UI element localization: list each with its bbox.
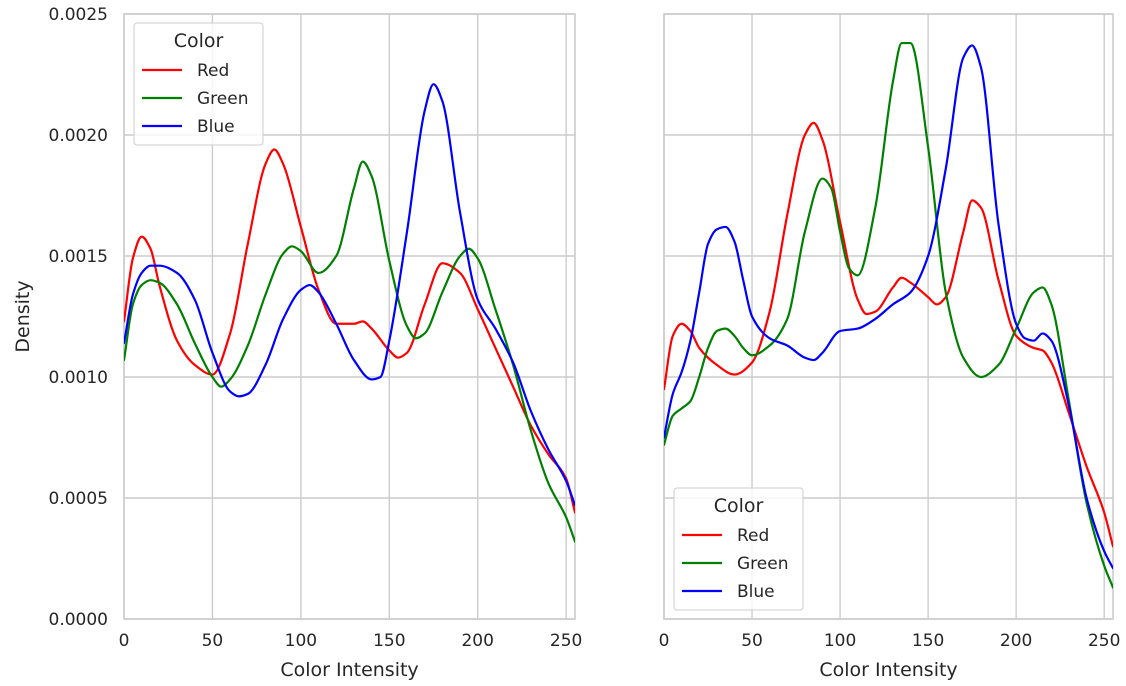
y-axis-label: Density	[12, 280, 34, 352]
right-density-plot: 0 50 100 150 200 250 Color Intensity Color Red Gr…	[659, 13, 1120, 681]
x-axis-label: Color Intensity	[280, 659, 418, 681]
legend-title: Color	[174, 30, 224, 52]
x-tick-label: 50	[202, 631, 224, 651]
legend-label-red: Red	[737, 526, 769, 546]
x-axis-label: Color Intensity	[819, 659, 957, 681]
y-tick-label: 0.0005	[49, 489, 108, 509]
x-tick-label: 100	[824, 631, 856, 651]
series-group	[664, 41, 1113, 589]
series-line-green	[664, 41, 1113, 589]
x-tick-label: 200	[1000, 631, 1032, 651]
x-tick-label: 200	[461, 631, 493, 651]
legend-title: Color	[714, 495, 764, 517]
legend: Color Red Green Blue	[133, 22, 264, 146]
legend: Color Red Green Blue	[673, 487, 804, 611]
x-tick-label: 0	[119, 631, 130, 651]
plot-frame	[663, 13, 1114, 620]
x-tick-label: 150	[912, 631, 944, 651]
legend-label-green: Green	[737, 554, 788, 574]
series-line-blue	[124, 83, 575, 507]
x-tick-label: 250	[1088, 631, 1120, 651]
series-line-red	[124, 148, 575, 514]
legend-frame	[673, 487, 804, 611]
series-line-green	[124, 160, 575, 543]
legend-frame	[133, 22, 264, 146]
y-tick-label: 0.0010	[49, 368, 108, 388]
y-tick-label: 0.0000	[49, 610, 108, 630]
legend-label-blue: Blue	[737, 582, 775, 602]
x-tick-label: 0	[659, 631, 670, 651]
series-line-blue	[664, 44, 1113, 570]
x-tick-label: 150	[373, 631, 405, 651]
y-tick-label: 0.0020	[49, 126, 108, 146]
x-tick-label: 50	[741, 631, 763, 651]
series-line-red	[664, 121, 1113, 548]
y-tick-label: 0.0025	[49, 5, 108, 25]
legend-label-green: Green	[197, 89, 248, 109]
left-density-plot: 0 50 100 150 200 250 0.0000 0.0005 0.0010 0.0015 0…	[12, 5, 582, 681]
legend-label-blue: Blue	[197, 117, 235, 137]
x-tick-label: 100	[285, 631, 317, 651]
x-tick-label: 250	[550, 631, 582, 651]
legend-label-red: Red	[197, 61, 229, 81]
y-tick-label: 0.0015	[49, 247, 108, 267]
series-group	[124, 83, 575, 543]
